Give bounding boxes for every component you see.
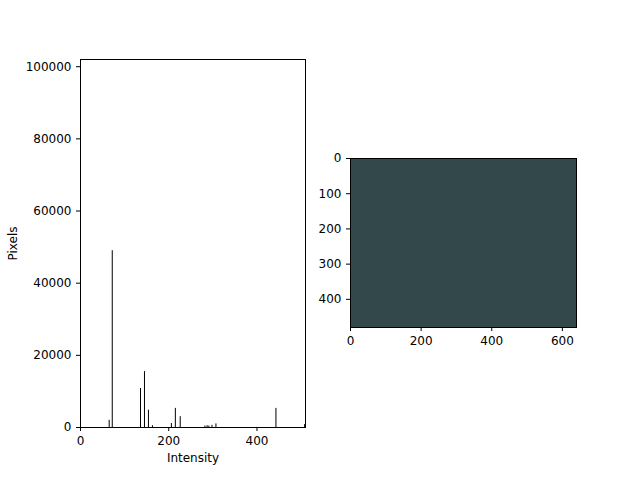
svg-text:400: 400 bbox=[319, 292, 342, 306]
svg-text:0: 0 bbox=[347, 334, 355, 348]
svg-text:200: 200 bbox=[319, 222, 342, 236]
svg-text:40000: 40000 bbox=[33, 276, 71, 290]
svg-text:60000: 60000 bbox=[33, 204, 71, 218]
svg-text:200: 200 bbox=[410, 334, 433, 348]
svg-text:300: 300 bbox=[319, 257, 342, 271]
svg-text:600: 600 bbox=[551, 334, 574, 348]
svg-text:0: 0 bbox=[77, 434, 85, 448]
svg-text:Pixels: Pixels bbox=[6, 226, 20, 260]
svg-text:400: 400 bbox=[246, 434, 269, 448]
svg-text:20000: 20000 bbox=[33, 348, 71, 362]
svg-text:200: 200 bbox=[157, 434, 180, 448]
svg-text:80000: 80000 bbox=[33, 132, 71, 146]
svg-text:0: 0 bbox=[334, 151, 342, 165]
svg-text:100: 100 bbox=[319, 187, 342, 201]
svg-text:Intensity: Intensity bbox=[167, 451, 219, 465]
svg-text:400: 400 bbox=[480, 334, 503, 348]
svg-text:0: 0 bbox=[64, 420, 72, 434]
svg-text:100000: 100000 bbox=[26, 60, 72, 74]
